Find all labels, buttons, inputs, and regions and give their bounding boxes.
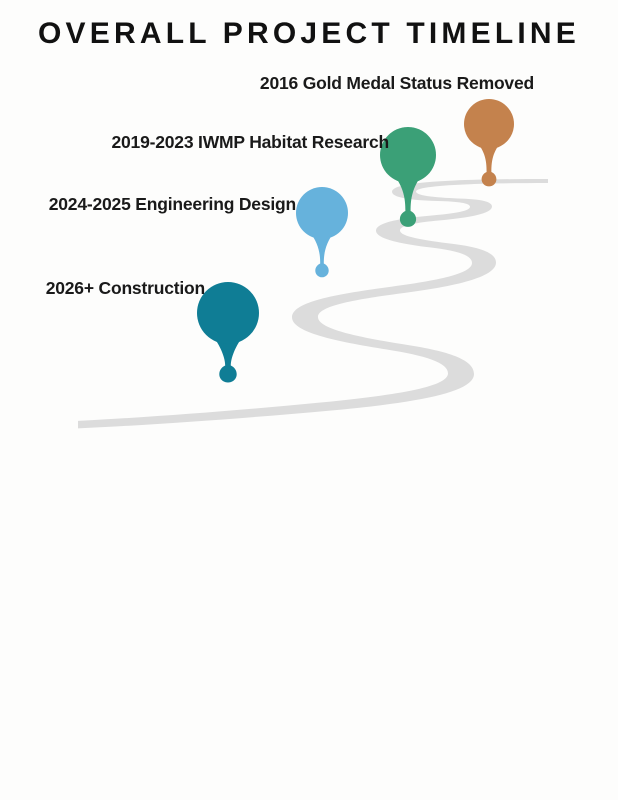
pin-head-2019-2023 bbox=[380, 127, 436, 183]
pin-head-2016 bbox=[464, 99, 514, 149]
milestone-pin-2024-2025[interactable] bbox=[296, 187, 348, 278]
milestone-pin-2019-2023[interactable] bbox=[380, 127, 436, 227]
winding-road bbox=[78, 179, 548, 429]
milestone-label-2026-plus: 2026+ Construction bbox=[45, 278, 205, 298]
pin-stem-2019-2023 bbox=[393, 174, 423, 227]
pin-stem-2024-2025 bbox=[309, 231, 335, 278]
pin-stem-2016 bbox=[476, 141, 502, 187]
milestone-label-2019-2023: 2019-2023 IWMP Habitat Research bbox=[111, 132, 389, 152]
milestone-pin-2016[interactable] bbox=[464, 99, 514, 187]
road-shape bbox=[78, 179, 548, 429]
page-title: OVERALL PROJECT TIMELINE bbox=[38, 17, 580, 50]
milestone-label-2024-2025: 2024-2025 Engineering Design bbox=[48, 194, 296, 214]
milestone-label-2016: 2016 Gold Medal Status Removed bbox=[259, 73, 534, 93]
pin-stem-2026-plus bbox=[211, 334, 245, 383]
milestone-pin-2026-plus[interactable] bbox=[197, 282, 259, 383]
pin-head-2024-2025 bbox=[296, 187, 348, 239]
pin-head-2026-plus bbox=[197, 282, 259, 344]
